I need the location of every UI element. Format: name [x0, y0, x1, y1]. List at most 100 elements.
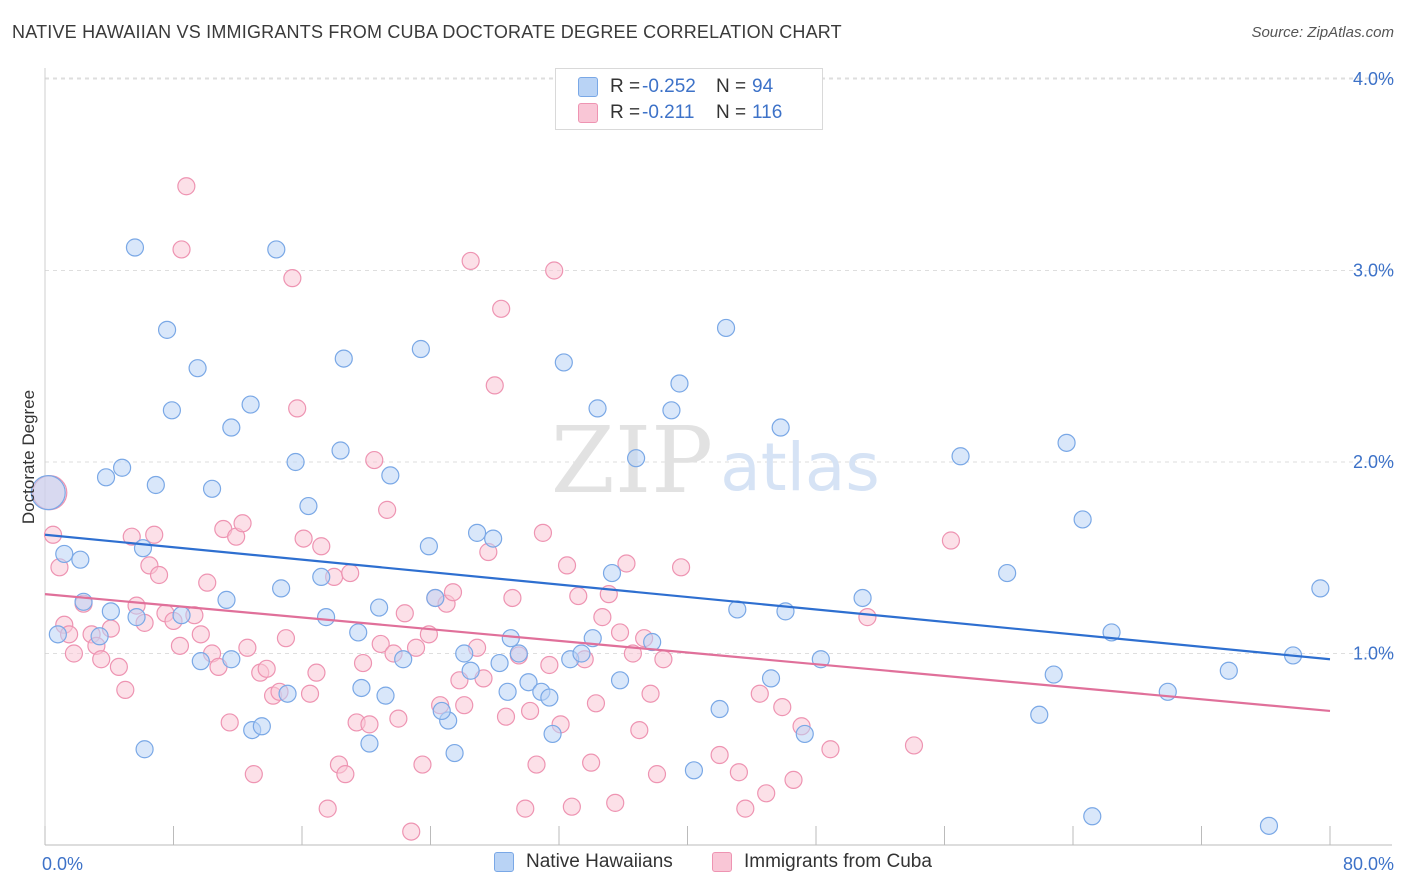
native-hawaiians-point — [96, 468, 116, 487]
native-hawaiians-point — [543, 724, 562, 744]
cuba-point — [198, 573, 217, 592]
cuba-point — [307, 663, 326, 682]
y-axis-label: Doctorate Degree — [19, 390, 38, 524]
native-hawaiians-point — [771, 418, 790, 437]
cuba-point — [562, 797, 581, 816]
native-hawaiians-point — [101, 602, 120, 621]
cuba-point — [557, 556, 577, 575]
native-hawaiians-point — [670, 374, 689, 393]
n-label: N = — [716, 102, 747, 123]
cuba-point — [288, 399, 307, 418]
cuba-point — [492, 299, 511, 318]
r-value: -0.252 — [642, 76, 696, 97]
cuba-point — [402, 822, 421, 841]
native-hawaiians-point — [360, 734, 379, 753]
cuba-point — [312, 537, 331, 556]
native-hawaiians-point — [222, 418, 241, 437]
cuba-point — [773, 698, 792, 717]
cuba-point — [353, 653, 373, 673]
cuba-point — [341, 563, 360, 583]
native-hawaiians-point — [411, 339, 430, 359]
native-hawaiians-point — [509, 644, 528, 663]
bottom-legend-swatch-blue — [494, 852, 514, 872]
cuba-point — [276, 629, 296, 648]
cuba-point — [395, 604, 414, 623]
native-hawaiians-point — [501, 629, 520, 648]
cuba-point — [750, 684, 769, 703]
cuba-point — [641, 684, 660, 703]
cuba-point — [654, 650, 673, 669]
cuba-point — [294, 529, 313, 548]
native-hawaiians-point — [241, 395, 260, 414]
native-hawaiians-point — [588, 399, 607, 418]
cuba-point — [220, 713, 239, 732]
native-hawaiians-point — [572, 644, 591, 663]
r-label: R = — [610, 102, 641, 123]
cuba-point — [318, 799, 337, 818]
native-hawaiians-point — [795, 724, 814, 744]
native-hawaiians-point — [761, 669, 781, 688]
native-hawaiians-point — [71, 550, 90, 569]
native-hawaiians-point — [1073, 510, 1092, 529]
native-hawaiians-point — [610, 671, 630, 690]
cuba-point — [586, 694, 606, 713]
source-credit: Source: ZipAtlas.com — [1251, 24, 1394, 41]
cuba-point — [520, 701, 540, 721]
native-hawaiians-point — [222, 650, 241, 669]
native-hawaiians-point — [172, 606, 191, 625]
cuba-point — [145, 525, 164, 544]
native-hawaiians-point — [135, 740, 154, 759]
n-value: 116 — [752, 102, 783, 123]
native-hawaiians-point — [540, 688, 559, 707]
native-hawaiians-point — [157, 320, 177, 339]
native-hawaiians-point — [662, 401, 681, 420]
cuba-point — [149, 565, 169, 585]
cuba-point — [904, 736, 924, 755]
cuba-point — [784, 770, 803, 789]
cuba-point — [516, 799, 535, 818]
native-hawaiians-point — [125, 238, 145, 257]
cuba-point — [172, 240, 191, 259]
native-hawaiians-point — [455, 644, 474, 663]
cuba-point — [623, 644, 642, 663]
native-hawaiians-point — [602, 563, 622, 583]
cuba-point — [533, 523, 553, 542]
y-tick-label: 3.0% — [1353, 261, 1394, 281]
native-hawaiians-point — [426, 588, 445, 608]
cuba-point — [736, 799, 755, 818]
native-hawaiians-point — [1311, 579, 1330, 598]
native-hawaiians-point — [272, 579, 291, 598]
native-hawaiians-point — [498, 682, 517, 701]
r-label: R = — [610, 76, 641, 97]
native-hawaiians-point — [1259, 816, 1279, 835]
y-tick-label: 2.0% — [1353, 452, 1394, 472]
native-hawaiians-point — [162, 401, 181, 420]
legend-row-native-hawaiians: R = -0.252 N = 94 — [578, 74, 773, 100]
native-hawaiians-point — [191, 652, 210, 671]
native-hawaiians-point — [146, 475, 165, 495]
cuba-point — [455, 696, 474, 715]
cuba-point — [821, 740, 840, 759]
cuba-point — [610, 623, 630, 642]
native-hawaiians-point — [490, 653, 509, 673]
bottom-legend-immigrants-from-cuba: Immigrants from Cuba — [712, 851, 932, 873]
native-hawaiians-point — [1030, 705, 1049, 724]
x-tick-label-max: 80.0% — [1343, 854, 1394, 874]
cuba-point — [300, 684, 320, 703]
x-tick-label-min: 0.0% — [42, 854, 83, 874]
cuba-point — [485, 376, 504, 395]
native-hawaiians-point — [419, 537, 438, 556]
n-value: 94 — [752, 76, 774, 97]
cuba-point — [238, 638, 257, 657]
cuba-point — [365, 450, 384, 470]
bottom-legend-swatch-pink — [712, 852, 732, 872]
cuba-point — [389, 709, 408, 728]
trend-line-cuba — [44, 593, 1331, 713]
cuba-point — [582, 753, 601, 772]
n-label: N = — [716, 76, 747, 97]
native-hawaiians-point — [331, 441, 350, 460]
cuba-point — [496, 707, 516, 726]
cuba-point — [630, 720, 649, 740]
native-hawaiians-point — [519, 673, 538, 692]
